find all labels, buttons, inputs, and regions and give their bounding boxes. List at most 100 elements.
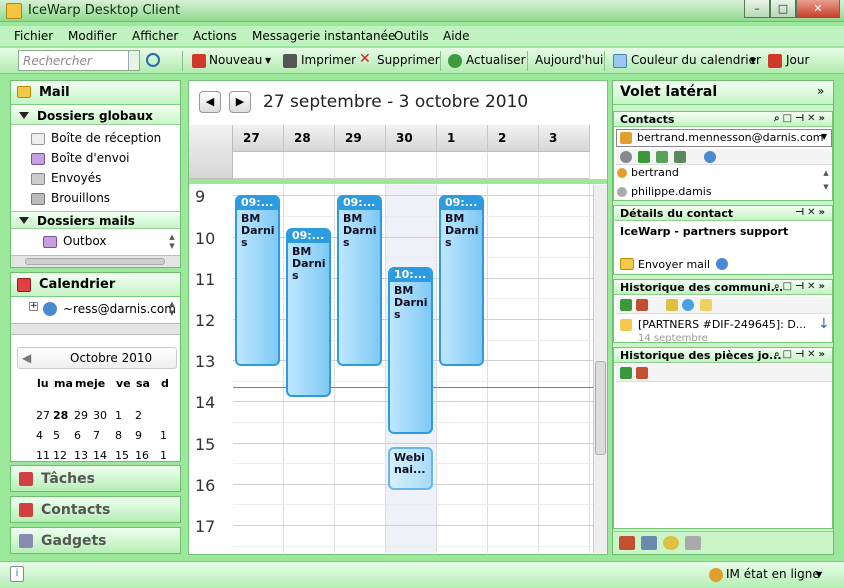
mini-calendar-day[interactable]: 16: [135, 449, 149, 462]
horizontal-scrollbar[interactable]: [11, 255, 180, 267]
up-icon[interactable]: [636, 367, 648, 379]
mini-calendar-day[interactable]: 14: [93, 449, 107, 462]
menu-fichier[interactable]: Fichier: [14, 29, 54, 43]
day-header[interactable]: 29: [335, 125, 386, 152]
person-tab-icon[interactable]: [619, 536, 635, 550]
menu-actions[interactable]: Actions: [193, 29, 237, 43]
view-icon[interactable]: [620, 151, 632, 163]
folder-inbox[interactable]: Boîte de réception: [51, 131, 162, 145]
im-status[interactable]: IM état en ligne: [726, 567, 820, 581]
allday-cell[interactable]: [386, 153, 437, 179]
down-icon[interactable]: [620, 367, 632, 379]
card-tab-icon[interactable]: [641, 536, 657, 550]
calendar-event[interactable]: Webi nai...: [388, 446, 433, 490]
global-folders-header[interactable]: Dossiers globaux: [11, 107, 180, 125]
mini-calendar-day[interactable]: 5: [53, 429, 60, 442]
allday-cell[interactable]: [284, 153, 335, 179]
contact-item[interactable]: bertrand: [631, 166, 679, 179]
up-icon[interactable]: [636, 299, 648, 311]
mini-calendar-day[interactable]: 28: [53, 409, 69, 422]
calendar-hscroll[interactable]: [11, 323, 180, 335]
allday-cell[interactable]: [437, 153, 488, 179]
mini-calendar-day[interactable]: 2: [135, 409, 142, 422]
calendar-event[interactable]: 09:... BM Darni s: [439, 195, 484, 367]
today-button[interactable]: Aujourd'hui: [535, 53, 604, 67]
day-column[interactable]: [233, 185, 284, 553]
list-icon[interactable]: [674, 151, 686, 163]
delete-button[interactable]: Supprimer: [377, 53, 440, 67]
day-header[interactable]: 3: [539, 125, 590, 152]
vertical-scrollbar[interactable]: [593, 185, 607, 553]
mini-calendar-day[interactable]: 12: [53, 449, 67, 462]
calendar-header[interactable]: Calendrier: [11, 273, 180, 297]
allday-cell[interactable]: [539, 153, 590, 179]
minimize-button[interactable]: –: [744, 0, 770, 18]
day-column[interactable]: [437, 185, 488, 553]
account-dropdown-icon[interactable]: ▼: [821, 132, 828, 141]
new-button[interactable]: Nouveau: [209, 53, 263, 67]
prev-month-button[interactable]: ◀: [22, 351, 32, 365]
box-controls-icon[interactable]: ⌕□⊣✕»: [773, 281, 828, 292]
send-mail-link[interactable]: Envoyer mail: [638, 258, 711, 271]
prev-week-button[interactable]: ◀: [199, 91, 221, 113]
account-scroll-icon[interactable]: ▲ ▼: [169, 300, 175, 317]
allday-cell[interactable]: [335, 153, 386, 179]
mail-header[interactable]: Mail: [11, 81, 180, 105]
mini-calendar-day[interactable]: 7: [93, 429, 100, 442]
box-controls-icon[interactable]: ⌕□⊣✕»: [773, 113, 828, 124]
allday-cell[interactable]: [233, 153, 284, 179]
chat-tab-icon[interactable]: [663, 536, 679, 550]
collapse-side-icon[interactable]: »: [817, 84, 825, 98]
mini-calendar-day[interactable]: 13: [74, 449, 88, 462]
calendar-event[interactable]: 10:... BM Darni s: [388, 267, 433, 435]
day-view-button[interactable]: Jour: [786, 53, 810, 67]
contact-account-select[interactable]: bertrand.mennesson@darnis.com ▼: [616, 129, 832, 147]
day-column[interactable]: [284, 185, 335, 553]
mini-calendar-day[interactable]: 4: [36, 429, 43, 442]
refresh-button[interactable]: Actualiser: [466, 53, 526, 67]
contact-item[interactable]: philippe.damis: [631, 185, 712, 198]
day-column[interactable]: [335, 185, 386, 553]
skype-icon[interactable]: [682, 299, 694, 311]
user-add-icon[interactable]: [704, 151, 716, 163]
folder-scroll-icon[interactable]: ▲ ▼: [169, 233, 175, 250]
close-button[interactable]: ✕: [796, 0, 840, 18]
allday-cell[interactable]: [488, 153, 539, 179]
mini-calendar-day[interactable]: 11: [36, 449, 50, 462]
mini-calendar-day[interactable]: 29: [74, 409, 88, 422]
mini-calendar-day[interactable]: 1: [160, 449, 167, 462]
mail-filter-icon[interactable]: [700, 299, 712, 311]
note-icon[interactable]: [666, 299, 678, 311]
attachment-tab-icon[interactable]: [685, 536, 701, 550]
day-header[interactable]: 2: [488, 125, 539, 152]
calendar-account[interactable]: ~ress@darnis.com: [63, 302, 176, 316]
box-controls-icon[interactable]: ⌕□⊣✕»: [773, 349, 828, 360]
mini-calendar-day[interactable]: 1: [160, 429, 167, 442]
day-header[interactable]: 28: [284, 125, 335, 152]
arrow-down-icon[interactable]: ↓: [818, 316, 830, 332]
folder-drafts[interactable]: Brouillons: [51, 191, 111, 205]
menu-afficher[interactable]: Afficher: [132, 29, 179, 43]
im-dropdown-icon[interactable]: ▼: [816, 570, 823, 579]
day-column[interactable]: [488, 185, 539, 553]
tasks-button[interactable]: Tâches: [10, 465, 181, 492]
folder-outbox[interactable]: Boîte d'envoi: [51, 151, 130, 165]
gadgets-button[interactable]: Gadgets: [10, 527, 181, 554]
folder-icon[interactable]: [656, 151, 668, 163]
print-button[interactable]: Imprimer: [301, 53, 357, 67]
folder-sent[interactable]: Envoyés: [51, 171, 102, 185]
down-icon[interactable]: [620, 299, 632, 311]
info-icon[interactable]: i: [10, 566, 24, 582]
day-column[interactable]: [539, 185, 590, 553]
day-header[interactable]: 30: [386, 125, 437, 152]
contacts-button[interactable]: Contacts: [10, 496, 181, 523]
search-box[interactable]: Rechercher: [18, 50, 140, 71]
calendar-color-button[interactable]: Couleur du calendrier: [631, 53, 761, 67]
menu-modifier[interactable]: Modifier: [68, 29, 117, 43]
menu-messagerie[interactable]: Messagerie instantanée: [252, 29, 396, 43]
menu-outils[interactable]: Outils: [394, 29, 429, 43]
user-icon[interactable]: [716, 258, 728, 270]
search-dropdown-icon[interactable]: [128, 51, 139, 70]
folder-mail-outbox[interactable]: Outbox: [63, 234, 107, 248]
new-dropdown-icon[interactable]: ▼: [265, 56, 272, 65]
